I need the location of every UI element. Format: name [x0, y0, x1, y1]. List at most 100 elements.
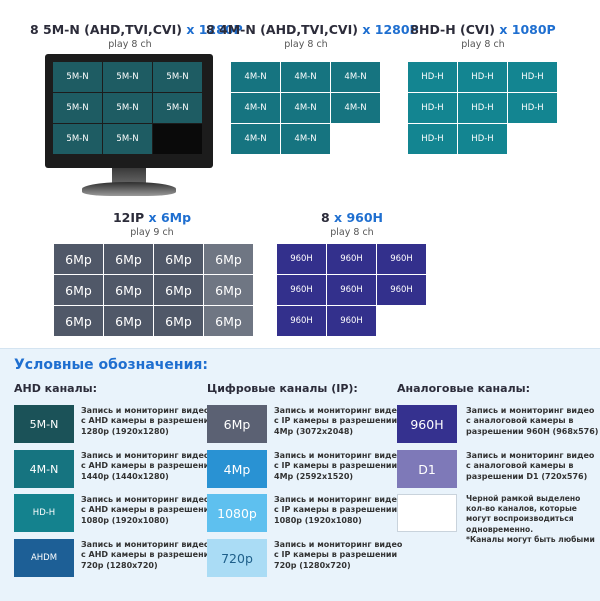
legend-desc-line: Запись и мониторинг видео [81, 540, 210, 549]
legend-desc-line: Запись и мониторинг видео [81, 495, 210, 504]
legend-swatch-4mp: 4Mp [207, 450, 267, 488]
legend-desc-line: с AHD камеры в разрешении [81, 550, 215, 560]
grid-cell: 4M-N [231, 93, 280, 123]
legend-swatch-frame [397, 494, 457, 532]
grid-cell: 960H [377, 275, 426, 305]
legend-desc-line: разрешении D1 (720x576) [466, 471, 588, 481]
legend-desc-4mp: Запись и мониторинг видео с IP камеры в р… [274, 451, 402, 482]
grid-cell: 5M-N [103, 93, 152, 123]
grid-cell: 4M-N [331, 93, 380, 123]
legend-swatch-d1: D1 [397, 450, 457, 488]
legend-desc-line: Запись и мониторинг видео [274, 451, 403, 460]
grid-cell: 960H [327, 244, 376, 274]
grid-cell-dim: 6Mp [204, 306, 253, 336]
legend-desc-line: кол-во каналов, которые [466, 504, 577, 514]
legend-desc-line: 720p (1280x720) [274, 560, 351, 570]
legend-analog-heading: Аналоговые каналы: [397, 382, 530, 395]
grid-cell: 6Mp [54, 306, 103, 336]
group-5-subtitle: play 8 ch [330, 227, 374, 238]
legend-desc-line: Запись и мониторинг видео [466, 451, 595, 460]
grid-cell: 4M-N [281, 124, 330, 154]
monitor-stand-neck [112, 168, 146, 186]
group-2-title-main: 8 4M-N (AHD,TVI,CVI) [206, 22, 358, 37]
grid-cell: 6Mp [54, 275, 103, 305]
grid-cell: 960H [277, 275, 326, 305]
grid-960h: 960H 960H 960H 960H 960H 960H 960H 960H [277, 244, 426, 336]
grid-cell: 6Mp [154, 244, 203, 274]
grid-cell: 6Mp [104, 244, 153, 274]
legend-desc-6mp: Запись и мониторинг видео с IP камеры в р… [274, 406, 402, 437]
grid-cell: HD-H [408, 93, 457, 123]
legend-desc-line: 1440p (1440x1280) [81, 471, 169, 481]
grid-6mp: 6Mp 6Mp 6Mp 6Mp 6Mp 6Mp 6Mp 6Mp 6Mp 6Mp … [54, 244, 253, 336]
grid-cell: 5M-N [53, 124, 102, 154]
grid-cell: 4M-N [281, 62, 330, 92]
grid-cell: 960H [377, 244, 426, 274]
legend-swatch-960h: 960H [397, 405, 457, 443]
group-1-title-accent: x 1280P [181, 22, 243, 37]
legend-desc-960h: Запись и мониторинг видео с аналоговой ка… [466, 406, 598, 437]
group-1-title-main: 8 5M-N (AHD,TVI,CVI) [30, 22, 182, 37]
legend-desc-1080p: Запись и мониторинг видео с IP камеры в р… [274, 495, 402, 526]
legend-panel [0, 348, 600, 601]
legend-desc-line: Запись и мониторинг видео [466, 406, 595, 415]
legend-title: Условные обозначения: [14, 357, 208, 373]
group-5-title-accent: x 960H [329, 210, 384, 225]
legend-desc-line: 1080p (1920x1080) [274, 515, 362, 525]
legend-desc-line: с IP камеры в разрешении [274, 416, 398, 426]
legend-ahd-heading: AHD каналы: [14, 382, 97, 395]
legend-desc-720p: Запись и мониторинг видео с IP камеры в р… [274, 540, 402, 571]
group-4-title: 12IP x 6Mp [52, 210, 252, 225]
group-5-title: 8 x 960H [252, 210, 452, 225]
grid-cell: 5M-N [53, 62, 102, 92]
legend-desc-5m-n: Запись и мониторинг видео с AHD камеры в … [81, 406, 215, 437]
legend-desc-line: 4Mp (3072x2048) [274, 426, 354, 436]
legend-desc-line: Запись и мониторинг видео [274, 495, 403, 504]
group-2-title-accent: x 1280P [357, 22, 419, 37]
group-3-title: 8HD-H (CVI) x 1080P [383, 22, 583, 37]
grid-cell: 6Mp [154, 275, 203, 305]
legend-swatch-5m-n: 5M-N [14, 405, 74, 443]
legend-desc-line: Запись и мониторинг видео [274, 406, 403, 415]
group-3-title-main: 8HD-H (CVI) [410, 22, 495, 37]
legend-desc-line: с AHD камеры в разрешении [81, 505, 215, 515]
legend-desc-line: с AHD камеры в разрешении [81, 461, 215, 471]
legend-desc-ahdm: Запись и мониторинг видео с AHD камеры в … [81, 540, 215, 571]
group-3-title-accent: x 1080P [494, 22, 556, 37]
grid-cell: HD-H [508, 93, 557, 123]
legend-swatch-6mp: 6Mp [207, 405, 267, 443]
legend-desc-line: 1080p (1920x1080) [81, 515, 169, 525]
legend-desc-line: 1280p (1920x1280) [81, 426, 169, 436]
legend-swatch-1080p: 1080p [207, 494, 267, 532]
grid-hd-h: HD-H HD-H HD-H HD-H HD-H HD-H HD-H HD-H [408, 62, 557, 154]
grid-cell: 5M-N [53, 93, 102, 123]
grid-cell: 6Mp [104, 275, 153, 305]
grid-cell: 4M-N [231, 62, 280, 92]
grid-cell: HD-H [458, 93, 507, 123]
grid-cell-empty [153, 124, 202, 154]
grid-cell: 6Mp [54, 244, 103, 274]
grid-cell: 4M-N [281, 93, 330, 123]
legend-swatch-720p: 720p [207, 539, 267, 577]
group-2-title: 8 4M-N (AHD,TVI,CVI) x 1280P [206, 22, 419, 37]
grid-cell: HD-H [458, 124, 507, 154]
legend-swatch-ahdm: AHDM [14, 539, 74, 577]
grid-cell: 6Mp [104, 306, 153, 336]
legend-desc-d1: Запись и мониторинг видео с аналоговой ка… [466, 451, 594, 482]
grid-cell-dim: 6Mp [204, 275, 253, 305]
legend-desc-line: с IP камеры в разрешении [274, 550, 398, 560]
legend-desc-line: Черной рамкой выделено [466, 494, 581, 503]
group-4-title-accent: x 6Mp [144, 210, 192, 225]
legend-desc-line: с аналоговой камеры в [466, 461, 574, 471]
legend-desc-hd-h: Запись и мониторинг видео с AHD камеры в … [81, 495, 215, 526]
legend-desc-line: 720p (1280x720) [81, 560, 158, 570]
grid-cell: 960H [327, 306, 376, 336]
legend-ip-heading: Цифровые каналы (IP): [207, 382, 358, 395]
grid-cell: 4M-N [331, 62, 380, 92]
monitor-stand-base [82, 182, 176, 196]
group-3-subtitle: play 8 ch [461, 39, 505, 50]
grid-cell-dim: 6Mp [204, 244, 253, 274]
group-2-subtitle: play 8 ch [284, 39, 328, 50]
grid-cell: HD-H [408, 124, 457, 154]
grid-cell: HD-H [458, 62, 507, 92]
